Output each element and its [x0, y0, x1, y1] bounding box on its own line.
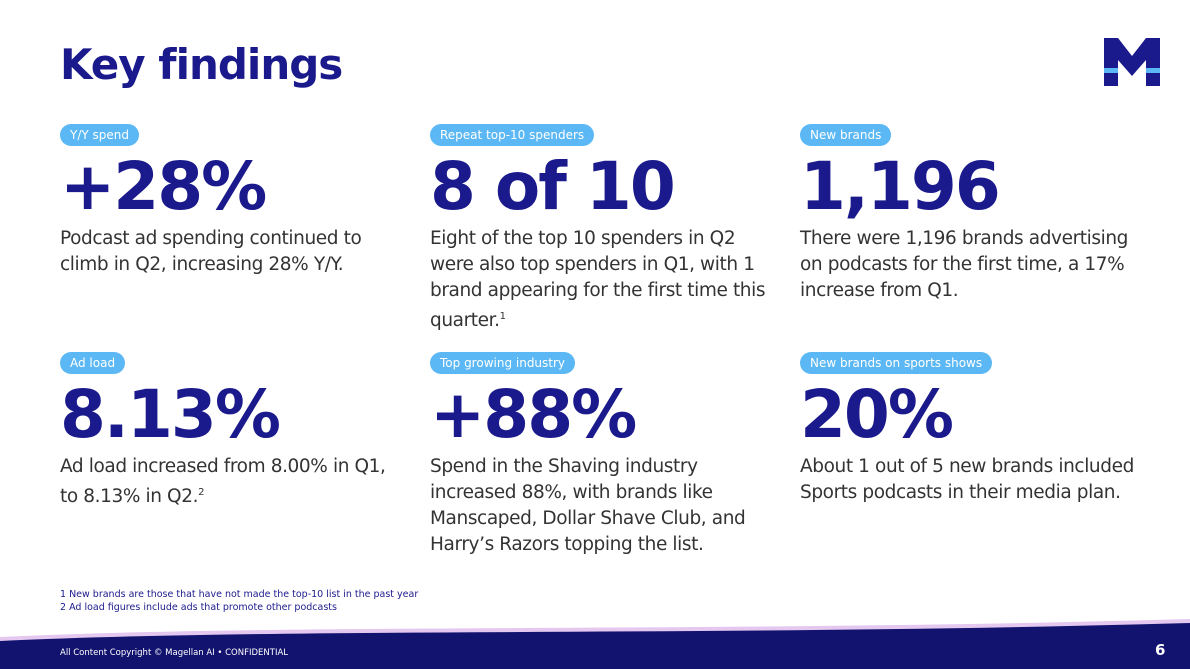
tag: New brands on sports shows — [800, 352, 993, 374]
description-text: Podcast ad spending continued to climb i… — [60, 228, 362, 275]
description: There were 1,196 brands advertising on p… — [800, 226, 1140, 304]
stat: 1,196 — [800, 148, 1001, 225]
tag: Y/Y spend — [60, 124, 139, 146]
stat-card: New brands on sports shows 20% About 1 out… — [800, 352, 1140, 506]
description-text: Eight of the top 10 spenders in Q2 were … — [430, 228, 766, 332]
footer-band — [0, 619, 1190, 669]
description: Ad load increased from 8.00% in Q1, to 8… — [60, 454, 400, 510]
stat: +28% — [60, 148, 267, 225]
stat-card: Top growing industry +88% Spend in the Sha… — [430, 352, 770, 558]
description: Eight of the top 10 spenders in Q2 were … — [430, 226, 770, 334]
footnote: 2 Ad load figures include ads that promo… — [60, 602, 337, 613]
description-text: There were 1,196 brands advertising on p… — [800, 228, 1129, 301]
description: Spend in the Shaving industry increased … — [430, 454, 770, 558]
tag: Ad load — [60, 352, 126, 374]
stat: 8.13% — [60, 376, 281, 453]
footnote-ref: 2 — [198, 487, 205, 498]
stat: +88% — [430, 376, 637, 453]
footnotes: 1 New brands are those that have not mad… — [60, 588, 418, 614]
footnote: 1 New brands are those that have not mad… — [60, 589, 419, 600]
stat-card: Repeat top-10 spenders 8 of 10 Eight of th… — [430, 124, 770, 334]
title: Key findings — [60, 40, 343, 89]
stat: 8 of 10 — [430, 148, 676, 225]
tag: New brands — [800, 124, 892, 146]
logo — [1104, 38, 1160, 86]
stat-card: New brands 1,196 There were 1,196 brands a… — [800, 124, 1140, 304]
tag: Top growing industry — [430, 352, 576, 374]
stat-card: Y/Y spend +28% Podcast ad spending continu… — [60, 124, 400, 278]
stat-card: Ad load 8.13% Ad load increased from 8.00%… — [60, 352, 400, 510]
footnote-ref: 1 — [499, 311, 506, 322]
page-number: 6 — [1155, 641, 1166, 659]
description-text: Spend in the Shaving industry increased … — [430, 456, 746, 555]
description-text: Ad load increased from 8.00% in Q1, to 8… — [60, 456, 386, 508]
copyright: All Content Copyright © Magellan AI • CO… — [60, 648, 289, 658]
stat: 20% — [800, 376, 954, 453]
description: About 1 out of 5 new brands included Spo… — [800, 454, 1140, 506]
description: Podcast ad spending continued to climb i… — [60, 226, 400, 278]
description-text: About 1 out of 5 new brands included Spo… — [800, 456, 1134, 503]
tag: Repeat top-10 spenders — [430, 124, 595, 146]
